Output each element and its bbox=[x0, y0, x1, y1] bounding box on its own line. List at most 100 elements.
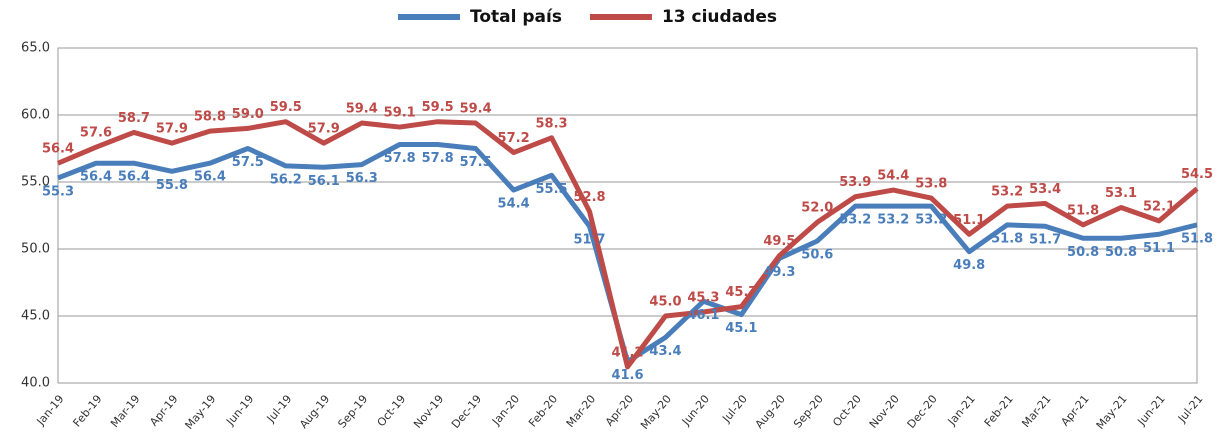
x-tick-label: Jul-19 bbox=[264, 393, 295, 426]
x-tick-label: Oct-20 bbox=[830, 393, 864, 430]
y-tick-label: 65.0 bbox=[21, 41, 50, 56]
data-label: 51.8 bbox=[1067, 203, 1099, 218]
data-label: 41.6 bbox=[611, 368, 643, 383]
x-tick-label: Jan-20 bbox=[489, 393, 522, 429]
x-tick-label: Mar-19 bbox=[108, 393, 142, 430]
x-tick-label: Feb-19 bbox=[71, 393, 105, 430]
y-tick-label: 55.0 bbox=[21, 175, 50, 190]
data-label: 54.5 bbox=[1181, 167, 1213, 182]
data-label: 49.8 bbox=[953, 258, 985, 273]
data-label: 59.1 bbox=[384, 106, 416, 121]
x-tick-label: Dec-19 bbox=[449, 393, 484, 431]
x-tick-label: Mar-20 bbox=[564, 393, 598, 430]
data-label: 57.5 bbox=[460, 155, 492, 170]
x-tick-label: Aug-19 bbox=[297, 393, 332, 432]
data-label: 54.4 bbox=[498, 197, 530, 212]
y-tick-label: 40.0 bbox=[21, 376, 50, 391]
y-tick-label: 45.0 bbox=[21, 309, 50, 324]
data-label: 56.4 bbox=[194, 170, 226, 185]
data-label: 57.9 bbox=[308, 122, 340, 137]
x-tick-label: Oct-19 bbox=[375, 393, 409, 430]
data-label: 46.1 bbox=[687, 308, 719, 323]
x-tick-label: Apr-19 bbox=[147, 393, 180, 429]
legend-label: Total país bbox=[470, 7, 562, 27]
data-label: 58.7 bbox=[118, 111, 150, 126]
data-label: 53.8 bbox=[915, 177, 947, 192]
legend-label: 13 ciudades bbox=[662, 7, 777, 27]
data-label: 51.7 bbox=[573, 233, 605, 248]
data-label: 53.2 bbox=[877, 213, 909, 228]
x-tick-label: Jul-20 bbox=[719, 393, 750, 426]
x-tick-label: Jun-21 bbox=[1134, 393, 1167, 429]
x-tick-label: Dec-20 bbox=[905, 393, 940, 431]
data-label: 45.7 bbox=[725, 285, 757, 300]
data-label: 53.9 bbox=[839, 175, 871, 190]
data-label: 54.4 bbox=[877, 169, 909, 184]
data-label: 52.8 bbox=[573, 190, 605, 205]
series-line bbox=[57, 119, 1199, 370]
x-tick-label: Apr-21 bbox=[1058, 393, 1091, 429]
data-label: 55.8 bbox=[156, 178, 188, 193]
x-tick-label: Apr-20 bbox=[603, 393, 636, 429]
x-tick-label: Feb-20 bbox=[526, 393, 560, 430]
series-line bbox=[57, 141, 1198, 365]
data-label: 59.0 bbox=[232, 107, 264, 122]
data-label: 57.8 bbox=[422, 151, 454, 166]
data-label: 57.2 bbox=[498, 131, 530, 146]
x-tick-label: May-19 bbox=[182, 393, 218, 432]
x-tick-label: Feb-21 bbox=[982, 393, 1016, 430]
data-label: 53.2 bbox=[839, 213, 871, 228]
data-label: 57.6 bbox=[80, 126, 112, 141]
data-label: 56.4 bbox=[118, 170, 150, 185]
data-label: 55.5 bbox=[536, 182, 568, 197]
data-label: 58.3 bbox=[536, 116, 568, 131]
data-label: 43.4 bbox=[649, 344, 681, 359]
data-label: 59.4 bbox=[346, 102, 378, 117]
x-tick-label: Sep-20 bbox=[791, 393, 826, 431]
data-label: 56.4 bbox=[80, 170, 112, 185]
data-label: 49.5 bbox=[763, 234, 795, 249]
data-label: 53.2 bbox=[915, 213, 947, 228]
data-label: 53.1 bbox=[1105, 186, 1137, 201]
data-label: 57.9 bbox=[156, 122, 188, 137]
y-tick-label: 50.0 bbox=[21, 242, 50, 257]
x-tick-label: May-21 bbox=[1094, 393, 1130, 432]
data-label: 52.0 bbox=[801, 201, 833, 216]
data-label: 53.4 bbox=[1029, 182, 1061, 197]
data-label: 51.1 bbox=[953, 213, 985, 228]
x-tick-label: Jun-19 bbox=[223, 393, 256, 429]
data-label: 45.3 bbox=[687, 290, 719, 305]
data-label: 55.3 bbox=[42, 184, 74, 199]
data-label: 59.5 bbox=[270, 100, 302, 115]
x-tick-label: Sep-19 bbox=[335, 393, 370, 431]
y-tick-label: 60.0 bbox=[21, 108, 50, 123]
data-label: 57.8 bbox=[384, 151, 416, 166]
data-label: 57.5 bbox=[232, 155, 264, 170]
data-label: 51.8 bbox=[991, 231, 1023, 246]
data-label: 56.4 bbox=[42, 142, 74, 157]
data-label: 59.4 bbox=[460, 102, 492, 117]
data-label: 51.1 bbox=[1143, 241, 1175, 256]
data-label: 50.8 bbox=[1105, 245, 1137, 260]
data-label: 58.8 bbox=[194, 110, 226, 125]
x-tick-label: Jan-21 bbox=[945, 393, 978, 429]
data-label: 41.2 bbox=[611, 345, 643, 360]
x-tick-label: May-20 bbox=[638, 393, 674, 432]
x-tick-label: Jul-21 bbox=[1175, 393, 1206, 426]
data-label: 59.5 bbox=[422, 100, 454, 115]
data-label: 49.3 bbox=[763, 265, 795, 280]
x-tick-label: Mar-21 bbox=[1019, 393, 1053, 430]
data-label: 56.1 bbox=[308, 174, 340, 189]
data-label: 56.3 bbox=[346, 171, 378, 186]
x-tick-label: Nov-19 bbox=[411, 393, 446, 431]
data-label: 52.1 bbox=[1143, 199, 1175, 214]
x-tick-label: Aug-20 bbox=[753, 393, 788, 432]
data-label: 45.1 bbox=[725, 321, 757, 336]
data-label: 51.7 bbox=[1029, 233, 1061, 248]
data-label: 56.2 bbox=[270, 172, 302, 187]
data-label: 53.2 bbox=[991, 185, 1023, 200]
data-label: 51.8 bbox=[1181, 231, 1213, 246]
x-tick-label: Nov-20 bbox=[867, 393, 902, 431]
x-tick-label: Jun-20 bbox=[679, 393, 712, 429]
